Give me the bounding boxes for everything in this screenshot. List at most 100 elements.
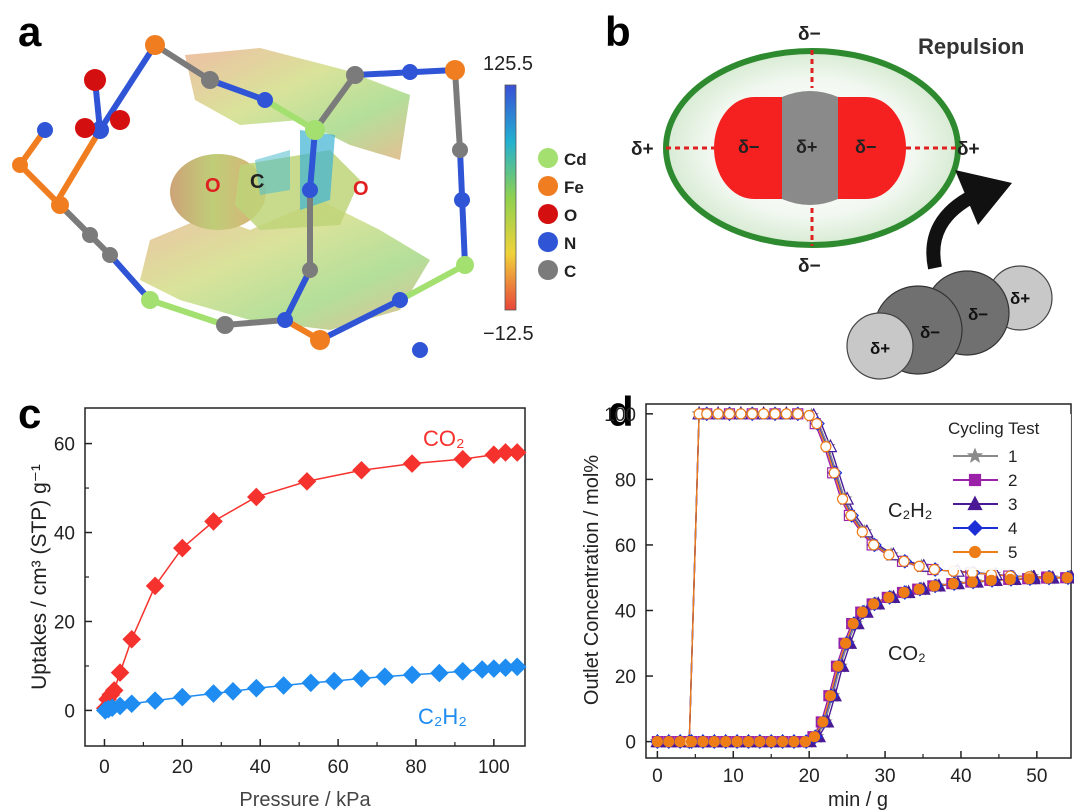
panel-d: d 0 10 20 30 40 50 0 20 40 60 80 100 min / g Outlet… xyxy=(581,388,1074,811)
legend-label-fe: Fe xyxy=(564,178,584,197)
legend-label-c: C xyxy=(564,262,576,281)
c2h2-point xyxy=(868,539,880,551)
c2h2-point xyxy=(803,409,815,422)
atom-label-o-left: O xyxy=(205,175,221,197)
charge-red-left: δ− xyxy=(738,137,759,157)
co2-point xyxy=(708,736,720,748)
data-point xyxy=(453,661,472,681)
legend-label-1: 1 xyxy=(1008,447,1017,466)
legend-swatch-cd xyxy=(538,148,558,168)
co2-point xyxy=(847,618,859,630)
co2-point xyxy=(651,736,663,748)
molecule-charge-2: δ− xyxy=(920,323,940,342)
data-point xyxy=(145,691,165,710)
co2-point xyxy=(966,576,978,588)
co2-point xyxy=(765,736,777,748)
x-tick-label: 0 xyxy=(652,766,663,787)
data-point xyxy=(507,657,527,677)
panel-c: c 0 20 40 60 80 100 0 20 40 60 Pressure / kPa Upt… xyxy=(18,390,527,811)
data-point xyxy=(223,681,243,701)
charge-grey-center: δ+ xyxy=(796,137,817,157)
data-point xyxy=(247,678,266,698)
chart-c-ylabel: Uptakes / cm³ (STP) g⁻¹ xyxy=(28,464,51,690)
co2-point xyxy=(1004,573,1016,585)
c2h2-point xyxy=(820,441,832,453)
molecule-charge-4: δ+ xyxy=(1010,289,1030,308)
y-tick-label: 80 xyxy=(615,470,636,491)
data-point xyxy=(430,663,449,683)
x-tick-label: 40 xyxy=(950,766,971,787)
legend-label-cd: Cd xyxy=(564,150,587,169)
c2h2-point xyxy=(701,408,713,420)
co2-point xyxy=(720,736,732,748)
charge-top: δ− xyxy=(798,24,821,45)
co2-point xyxy=(674,736,686,748)
co2-point xyxy=(777,736,789,748)
left-lobe xyxy=(714,97,782,199)
series-label-co2: CO₂ xyxy=(423,426,465,451)
c2h2-point xyxy=(856,526,868,538)
co2-point xyxy=(817,716,829,728)
legend-box xyxy=(943,414,1071,570)
co2-point xyxy=(839,637,852,649)
legend-marker-1 xyxy=(966,447,984,463)
co2-line-3 xyxy=(657,577,1072,743)
c2h2-point xyxy=(769,408,781,420)
co2-point xyxy=(697,736,709,748)
legend-label-o: O xyxy=(564,206,577,225)
legend-label-n: N xyxy=(564,234,576,253)
data-point xyxy=(204,684,223,703)
y-tick-label: 0 xyxy=(625,733,636,754)
legend-title: Cycling Test xyxy=(948,419,1040,438)
c2h2-point xyxy=(913,560,925,572)
legend-label-2: 2 xyxy=(1008,471,1017,490)
center-segment xyxy=(782,91,838,205)
y-tick-label: 0 xyxy=(64,701,75,722)
panel-label-a: a xyxy=(18,8,42,55)
co2-point xyxy=(868,598,880,610)
co2-point xyxy=(788,736,800,748)
data-point xyxy=(301,673,321,693)
data-point xyxy=(352,460,371,480)
y-tick-label: 20 xyxy=(54,612,75,633)
co2-point xyxy=(731,736,743,748)
co2-point xyxy=(663,736,675,748)
co2-point xyxy=(898,586,910,599)
x-tick-label: 20 xyxy=(799,766,820,787)
c2h2-point xyxy=(828,467,840,479)
legend-swatch-n xyxy=(538,232,558,252)
co2-point xyxy=(799,736,811,748)
c2h2-point xyxy=(811,418,823,430)
data-point xyxy=(145,576,165,596)
x-tick-label: 30 xyxy=(874,766,895,787)
c2h2-point xyxy=(928,563,940,576)
y-tick-label: 20 xyxy=(615,667,636,688)
chart-d-legend: 1 2 3 4 5 xyxy=(953,447,1017,562)
legend-marker-2 xyxy=(968,473,982,487)
co2-point xyxy=(947,578,959,590)
right-lobe xyxy=(838,97,906,199)
co2-point xyxy=(1023,573,1035,585)
c2h2-point xyxy=(758,408,770,420)
co2-point xyxy=(928,580,940,592)
chart-d-plot xyxy=(649,405,1074,749)
co2-line-4 xyxy=(657,577,1069,743)
panel-label-c: c xyxy=(18,390,41,437)
data-point xyxy=(402,665,422,685)
co2-line-1 xyxy=(657,577,1070,743)
c2h2-point xyxy=(746,408,758,420)
approaching-molecule: δ+ δ− δ− δ+ xyxy=(846,265,1053,380)
colorbar xyxy=(504,84,517,311)
x-tick-label: 20 xyxy=(172,757,193,778)
c2h2-point xyxy=(883,549,895,561)
panel-b: b Repulsion δ− δ− δ+ δ+ δ− δ+ δ− δ+ δ− xyxy=(605,8,1053,380)
data-point xyxy=(375,667,395,686)
co2-point xyxy=(1042,572,1054,584)
c2h2-point xyxy=(898,555,910,567)
data-point xyxy=(352,669,371,688)
chart-c-xlabel: Pressure / kPa xyxy=(239,789,371,811)
chart-d-ylabel: Outlet Concentration / mol% xyxy=(581,455,603,705)
c2h2-point xyxy=(712,408,724,420)
co2-line-5 xyxy=(657,577,1068,743)
